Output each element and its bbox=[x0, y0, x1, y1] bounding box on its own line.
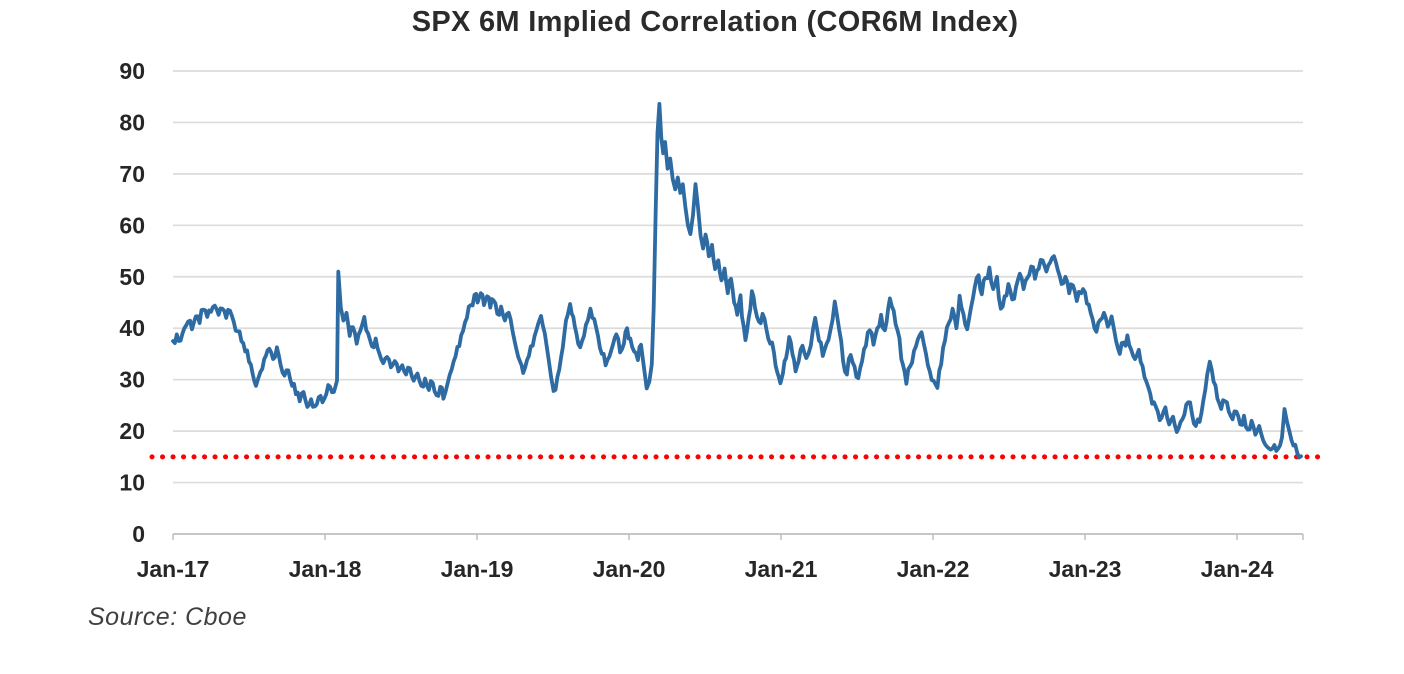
y-tick-label: 90 bbox=[119, 58, 145, 84]
y-tick-label: 70 bbox=[119, 161, 145, 187]
y-tick-label: 60 bbox=[119, 212, 145, 238]
series-line-cor6m bbox=[171, 102, 1303, 460]
x-tick-label: Jan-19 bbox=[441, 556, 514, 582]
y-tick-label: 40 bbox=[119, 315, 145, 341]
y-tick-label: 80 bbox=[119, 109, 145, 135]
x-tick-label: Jan-22 bbox=[897, 556, 970, 582]
x-tick-label: Jan-23 bbox=[1049, 556, 1122, 582]
y-tick-label: 20 bbox=[119, 418, 145, 444]
x-tick-label: Jan-17 bbox=[137, 556, 210, 582]
y-tick-label: 10 bbox=[119, 470, 145, 496]
y-tick-label: 50 bbox=[119, 264, 145, 290]
source-note: Source: Cboe bbox=[88, 603, 247, 631]
x-tick-label: Jan-21 bbox=[745, 556, 818, 582]
x-tick-label: Jan-18 bbox=[289, 556, 362, 582]
x-tick-label: Jan-24 bbox=[1201, 556, 1274, 582]
y-tick-label: 0 bbox=[132, 521, 145, 547]
x-tick-label: Jan-20 bbox=[593, 556, 666, 582]
y-tick-label: 30 bbox=[119, 367, 145, 393]
chart-title: SPX 6M Implied Correlation (COR6M Index) bbox=[411, 6, 1019, 38]
